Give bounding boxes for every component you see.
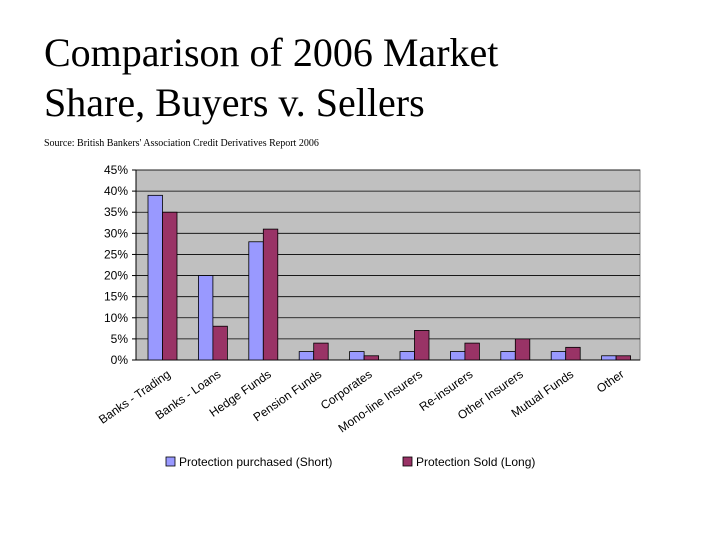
bar-purchased (147, 194, 163, 361)
bar-purchased (550, 351, 567, 361)
y-tick-label: 40% (104, 184, 128, 198)
y-tick-label: 5% (111, 332, 129, 346)
legend-label: Protection Sold (Long) (416, 455, 535, 469)
y-tick-label: 25% (104, 247, 128, 261)
bar-purchased (248, 241, 264, 361)
bar-purchased (500, 351, 516, 361)
y-tick-label: 45% (104, 163, 128, 177)
bar-purchased (399, 351, 415, 361)
slide-title-line-2: Share, Buyers v. Sellers (44, 80, 425, 125)
bar-sold (162, 211, 178, 361)
x-tick-label: Other (594, 367, 627, 396)
bar-sold (313, 342, 329, 361)
bar-sold (464, 342, 480, 361)
y-tick-label: 20% (104, 269, 128, 283)
bar-sold (514, 338, 531, 361)
y-tick-label: 30% (104, 226, 128, 240)
bar-purchased (601, 355, 617, 361)
slide-title-line-1: Comparison of 2006 Market (44, 30, 499, 75)
bar-sold (363, 355, 380, 361)
legend-label: Protection purchased (Short) (179, 455, 332, 469)
bar-purchased (298, 351, 315, 361)
bar-purchased (197, 275, 214, 361)
bar-sold (615, 355, 631, 361)
y-tick-label: 10% (104, 311, 128, 325)
bar-purchased (349, 351, 365, 361)
legend-swatch (165, 456, 176, 467)
y-tick-label: 35% (104, 205, 128, 219)
source-note: Source: British Bankers' Association Cre… (44, 138, 319, 149)
legend-swatch (402, 456, 413, 467)
bar-sold (565, 346, 581, 361)
bar-sold (262, 228, 279, 361)
bar-sold (212, 325, 228, 361)
y-tick-label: 15% (104, 290, 128, 304)
bar-purchased (449, 351, 466, 361)
x-tick-label: Mono-line Insurers (336, 367, 425, 435)
slide-title: Comparison of 2006 Market Share, Buyers … (44, 28, 684, 128)
bar-sold (414, 330, 430, 361)
y-tick-label: 0% (111, 353, 129, 367)
